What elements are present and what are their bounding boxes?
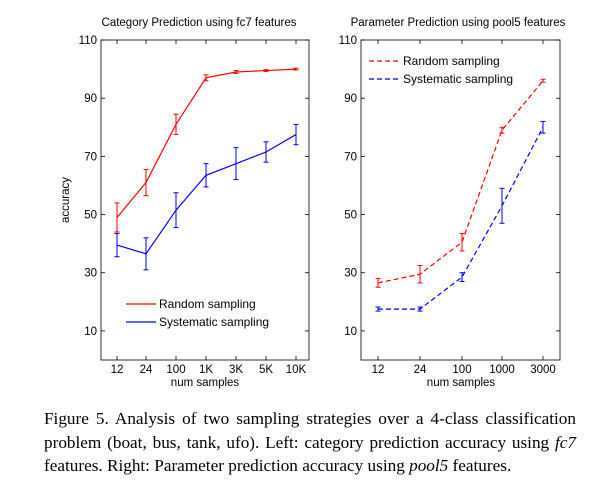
ytick-label: 10 <box>84 326 97 338</box>
ytick-label: 110 <box>339 35 357 47</box>
errorbar-left-1-2 <box>173 192 179 229</box>
ytick-label: 50 <box>344 210 357 222</box>
chart-right-axes-box <box>360 39 561 361</box>
ytick-label: 30 <box>84 268 97 280</box>
xtick-label: 100 <box>452 364 471 376</box>
errorbar-left-1-1 <box>143 237 149 271</box>
chart-left-ylabel: accuracy <box>60 177 72 223</box>
xtick-label: 1000 <box>489 364 515 376</box>
xtick-label: 100 <box>166 364 185 376</box>
chart-left-title: Category Prediction using fc7 features <box>102 17 297 29</box>
ytick-label: 110 <box>79 35 97 47</box>
caption-text-1: Analysis of two sampling strategies over… <box>44 409 576 452</box>
legend-left-label-random: Random sampling <box>159 297 256 311</box>
errorbar-right-1-0 <box>375 306 381 312</box>
errorbar-right-1-4 <box>540 120 546 134</box>
errorbar-left-0-6 <box>293 67 299 71</box>
errorbar-left-0-0 <box>114 202 120 233</box>
xtick-label: 12 <box>111 364 124 376</box>
caption-em-1: fc7 <box>555 432 576 452</box>
ytick-label: 90 <box>84 93 97 105</box>
series-line-right-0 <box>377 80 544 284</box>
ytick-label: 30 <box>344 268 357 280</box>
errorbar-left-1-4 <box>233 147 239 181</box>
figure: Category Prediction using fc7 features a… <box>60 17 566 389</box>
errorbar-left-1-0 <box>114 232 120 258</box>
chart-left-xlabel: num samples <box>171 377 240 389</box>
ytick-label: 70 <box>344 151 357 163</box>
errorbar-right-0-1 <box>417 264 423 284</box>
xtick-label: 3K <box>229 364 243 376</box>
errorbar-right-0-4 <box>540 78 546 83</box>
xtick-label: 12 <box>372 364 385 376</box>
chart-left-ticks: 10 30 50 70 90 110 12 24 100 1K 3K 5K 10K <box>79 35 309 376</box>
ytick-label: 90 <box>344 93 357 105</box>
chart-left-legend: Random sampling Systematic sampling <box>126 297 269 329</box>
xtick-label: 5K <box>259 364 273 376</box>
xtick-label: 10K <box>286 364 307 376</box>
ytick-label: 10 <box>344 326 357 338</box>
xtick-label: 3000 <box>530 364 556 376</box>
errorbar-left-0-2 <box>173 113 179 136</box>
legend-left-label-systematic: Systematic sampling <box>159 315 269 329</box>
legend-right-label-systematic: Systematic sampling <box>403 72 513 86</box>
errorbar-left-1-3 <box>203 163 209 188</box>
series-line-right-1 <box>378 126 544 310</box>
chart-right-legend: Random sampling Systematic sampling <box>369 54 513 86</box>
ytick-label: 70 <box>84 151 97 163</box>
errorbar-left-0-3 <box>203 74 209 82</box>
series-line-left-1 <box>116 134 297 255</box>
errorbar-right-0-3 <box>499 126 505 134</box>
chart-left-series <box>114 67 299 271</box>
xtick-label: 24 <box>414 364 427 376</box>
chart-right-series <box>375 78 546 312</box>
errorbar-left-1-5 <box>263 141 269 163</box>
errorbar-right-1-1 <box>417 306 423 312</box>
chart-left-axes-box <box>100 39 310 361</box>
errorbar-right-1-2 <box>459 272 465 282</box>
chart-right-title: Parameter Prediction using pool5 feature… <box>351 17 566 29</box>
caption-text-2: features. Right: Parameter prediction ac… <box>44 456 410 475</box>
caption-text-3: features. <box>448 456 512 475</box>
chart-right-xlabel: num samples <box>427 377 496 389</box>
figure-caption: Figure 5. Analysis of two sampling strat… <box>44 407 576 478</box>
chart-left: Category Prediction using fc7 features a… <box>60 17 310 389</box>
chart-right: Parameter Prediction using pool5 feature… <box>339 17 566 389</box>
ytick-label: 50 <box>84 210 97 222</box>
xtick-label: 24 <box>140 364 153 376</box>
errorbar-right-0-0 <box>375 278 381 288</box>
errorbar-left-0-5 <box>263 69 269 72</box>
errorbar-left-0-1 <box>143 168 149 197</box>
errorbar-right-1-3 <box>499 187 505 224</box>
errorbar-left-1-6 <box>293 123 299 146</box>
legend-right-label-random: Random sampling <box>403 54 500 68</box>
xtick-label: 1K <box>199 364 213 376</box>
errorbar-right-0-2 <box>459 232 465 252</box>
chart-right-ticks: 10 30 50 70 90 110 12 24 100 1000 3000 <box>339 35 560 376</box>
caption-em-2: pool5 <box>409 456 449 475</box>
caption-label: Figure 5. <box>44 409 109 428</box>
errorbar-left-0-4 <box>233 70 239 74</box>
